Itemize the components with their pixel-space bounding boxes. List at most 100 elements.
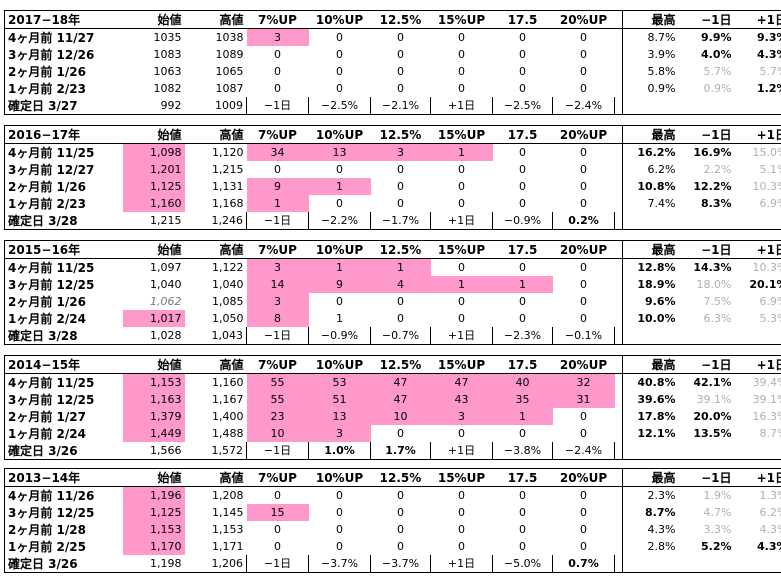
cell[interactable]: 3.9% xyxy=(647,47,676,61)
cell[interactable]: −1日 xyxy=(246,97,309,115)
cell[interactable]: −0.7% xyxy=(370,327,431,345)
column-header[interactable]: 17.5 xyxy=(492,240,553,259)
cell[interactable]: 0 xyxy=(519,260,526,274)
cell[interactable]: 0 xyxy=(580,522,587,536)
cell[interactable]: 47 xyxy=(430,373,493,391)
cell[interactable]: 0 xyxy=(274,522,281,536)
column-header[interactable]: 高値 xyxy=(184,468,247,487)
column-header[interactable]: 17.5 xyxy=(492,125,553,144)
cell[interactable]: 0 xyxy=(580,145,587,159)
cell[interactable]: 8 xyxy=(246,310,309,327)
cell[interactable] xyxy=(678,97,735,115)
cell[interactable]: 1065 xyxy=(215,64,244,78)
cell[interactable]: 1,208 xyxy=(212,488,244,502)
cell[interactable]: 1,379 xyxy=(122,408,185,425)
row-label[interactable]: 2ヶ月前 1/26 xyxy=(4,178,123,195)
cell[interactable]: 0 xyxy=(397,196,404,210)
cell[interactable]: −2.3% xyxy=(492,327,553,345)
cell[interactable]: 1,196 xyxy=(122,486,185,504)
cell[interactable]: −1日 xyxy=(246,442,309,460)
cell[interactable]: 992 xyxy=(122,97,185,115)
cell[interactable]: 0 xyxy=(458,539,465,553)
row-label[interactable]: 1ヶ月前 2/24 xyxy=(4,425,123,442)
column-header[interactable]: 始値 xyxy=(122,355,185,374)
cell[interactable]: 0 xyxy=(519,539,526,553)
cell[interactable]: +1日 xyxy=(430,555,493,573)
cell[interactable]: 1,400 xyxy=(212,409,244,423)
column-header[interactable]: 始値 xyxy=(122,125,185,144)
cell[interactable]: 40.8% xyxy=(637,375,676,389)
cell[interactable] xyxy=(678,212,735,230)
row-label[interactable]: 1ヶ月前 2/23 xyxy=(4,195,123,212)
column-header[interactable]: 15%UP xyxy=(430,468,493,487)
cell[interactable]: −3.8% xyxy=(492,442,553,460)
cell[interactable]: 0.2% xyxy=(552,212,615,230)
cell[interactable]: 9.6% xyxy=(644,294,676,308)
cell[interactable]: 8.7% xyxy=(644,505,676,519)
column-header[interactable]: 10%UP xyxy=(308,240,371,259)
cell[interactable]: 39.4% xyxy=(752,375,781,389)
cell[interactable]: 1,098 xyxy=(122,143,185,161)
cell[interactable]: 47 xyxy=(370,373,431,391)
cell[interactable]: 32 xyxy=(552,373,615,391)
row-label[interactable]: 2ヶ月前 1/28 xyxy=(4,521,123,538)
cell[interactable]: 1,125 xyxy=(122,178,185,195)
cell[interactable]: −2.5% xyxy=(492,97,553,115)
cell[interactable]: 6.9% xyxy=(759,196,781,210)
row-label[interactable]: 3ヶ月前 12/27 xyxy=(4,161,123,178)
block-title[interactable]: 2013−14年 xyxy=(4,468,123,487)
cell[interactable]: +1日 xyxy=(430,442,493,460)
cell[interactable]: −1日 xyxy=(246,327,309,345)
column-header[interactable]: 17.5 xyxy=(492,10,553,29)
column-header[interactable]: 15%UP xyxy=(430,10,493,29)
cell[interactable]: 1089 xyxy=(215,47,244,61)
cell[interactable]: 1,040 xyxy=(212,277,244,291)
column-header[interactable]: 10%UP xyxy=(308,355,371,374)
cell[interactable]: 0 xyxy=(397,539,404,553)
column-header[interactable]: 7%UP xyxy=(246,468,309,487)
cell[interactable]: 0 xyxy=(580,311,587,325)
cell[interactable]: 1,171 xyxy=(212,539,244,553)
cell[interactable]: 3 xyxy=(246,28,309,46)
column-header[interactable]: +1日 xyxy=(734,125,781,144)
cell[interactable]: −2.2% xyxy=(308,212,371,230)
cell[interactable]: 0 xyxy=(580,64,587,78)
cell[interactable]: 0 xyxy=(336,162,343,176)
cell[interactable]: 0 xyxy=(458,196,465,210)
cell[interactable]: 1.3% xyxy=(759,488,781,502)
cell[interactable]: 5.7% xyxy=(703,64,732,78)
column-header[interactable]: 10%UP xyxy=(308,468,371,487)
column-header[interactable]: 高値 xyxy=(184,355,247,374)
cell[interactable]: 55 xyxy=(246,373,309,391)
column-header[interactable]: 20%UP xyxy=(552,10,615,29)
column-header[interactable]: 高値 xyxy=(184,240,247,259)
cell[interactable]: 0 xyxy=(580,47,587,61)
cell[interactable] xyxy=(734,555,781,573)
cell[interactable]: 0 xyxy=(580,294,587,308)
cell[interactable]: 40 xyxy=(492,373,553,391)
cell[interactable]: −2.5% xyxy=(308,97,371,115)
cell[interactable]: 7.4% xyxy=(647,196,676,210)
cell[interactable]: +1日 xyxy=(430,212,493,230)
cell[interactable]: 0 xyxy=(580,179,587,193)
cell[interactable]: 0 xyxy=(519,488,526,502)
cell[interactable]: 5.3% xyxy=(759,311,781,325)
cell[interactable]: 18.9% xyxy=(637,277,676,291)
cell[interactable]: 1,198 xyxy=(122,555,185,573)
cell[interactable]: 6.2% xyxy=(647,162,676,176)
cell[interactable]: 1009 xyxy=(184,97,247,115)
cell[interactable]: 0 xyxy=(397,488,404,502)
row-label[interactable]: 2ヶ月前 1/27 xyxy=(4,408,123,425)
cell[interactable]: 1035 xyxy=(153,30,182,44)
row-label[interactable]: 4ヶ月前 11/26 xyxy=(4,486,123,504)
cell[interactable]: 0 xyxy=(336,81,343,95)
column-header[interactable]: −1日 xyxy=(678,240,735,259)
cell[interactable]: 0 xyxy=(580,196,587,210)
cell[interactable]: 9 xyxy=(246,178,309,195)
cell[interactable]: 1082 xyxy=(153,81,182,95)
cell[interactable]: 53 xyxy=(308,373,371,391)
cell[interactable]: 1,125 xyxy=(122,504,185,521)
cell[interactable]: 1,168 xyxy=(212,196,244,210)
cell[interactable]: 1 xyxy=(492,408,553,425)
cell[interactable]: 1.2% xyxy=(756,81,781,95)
